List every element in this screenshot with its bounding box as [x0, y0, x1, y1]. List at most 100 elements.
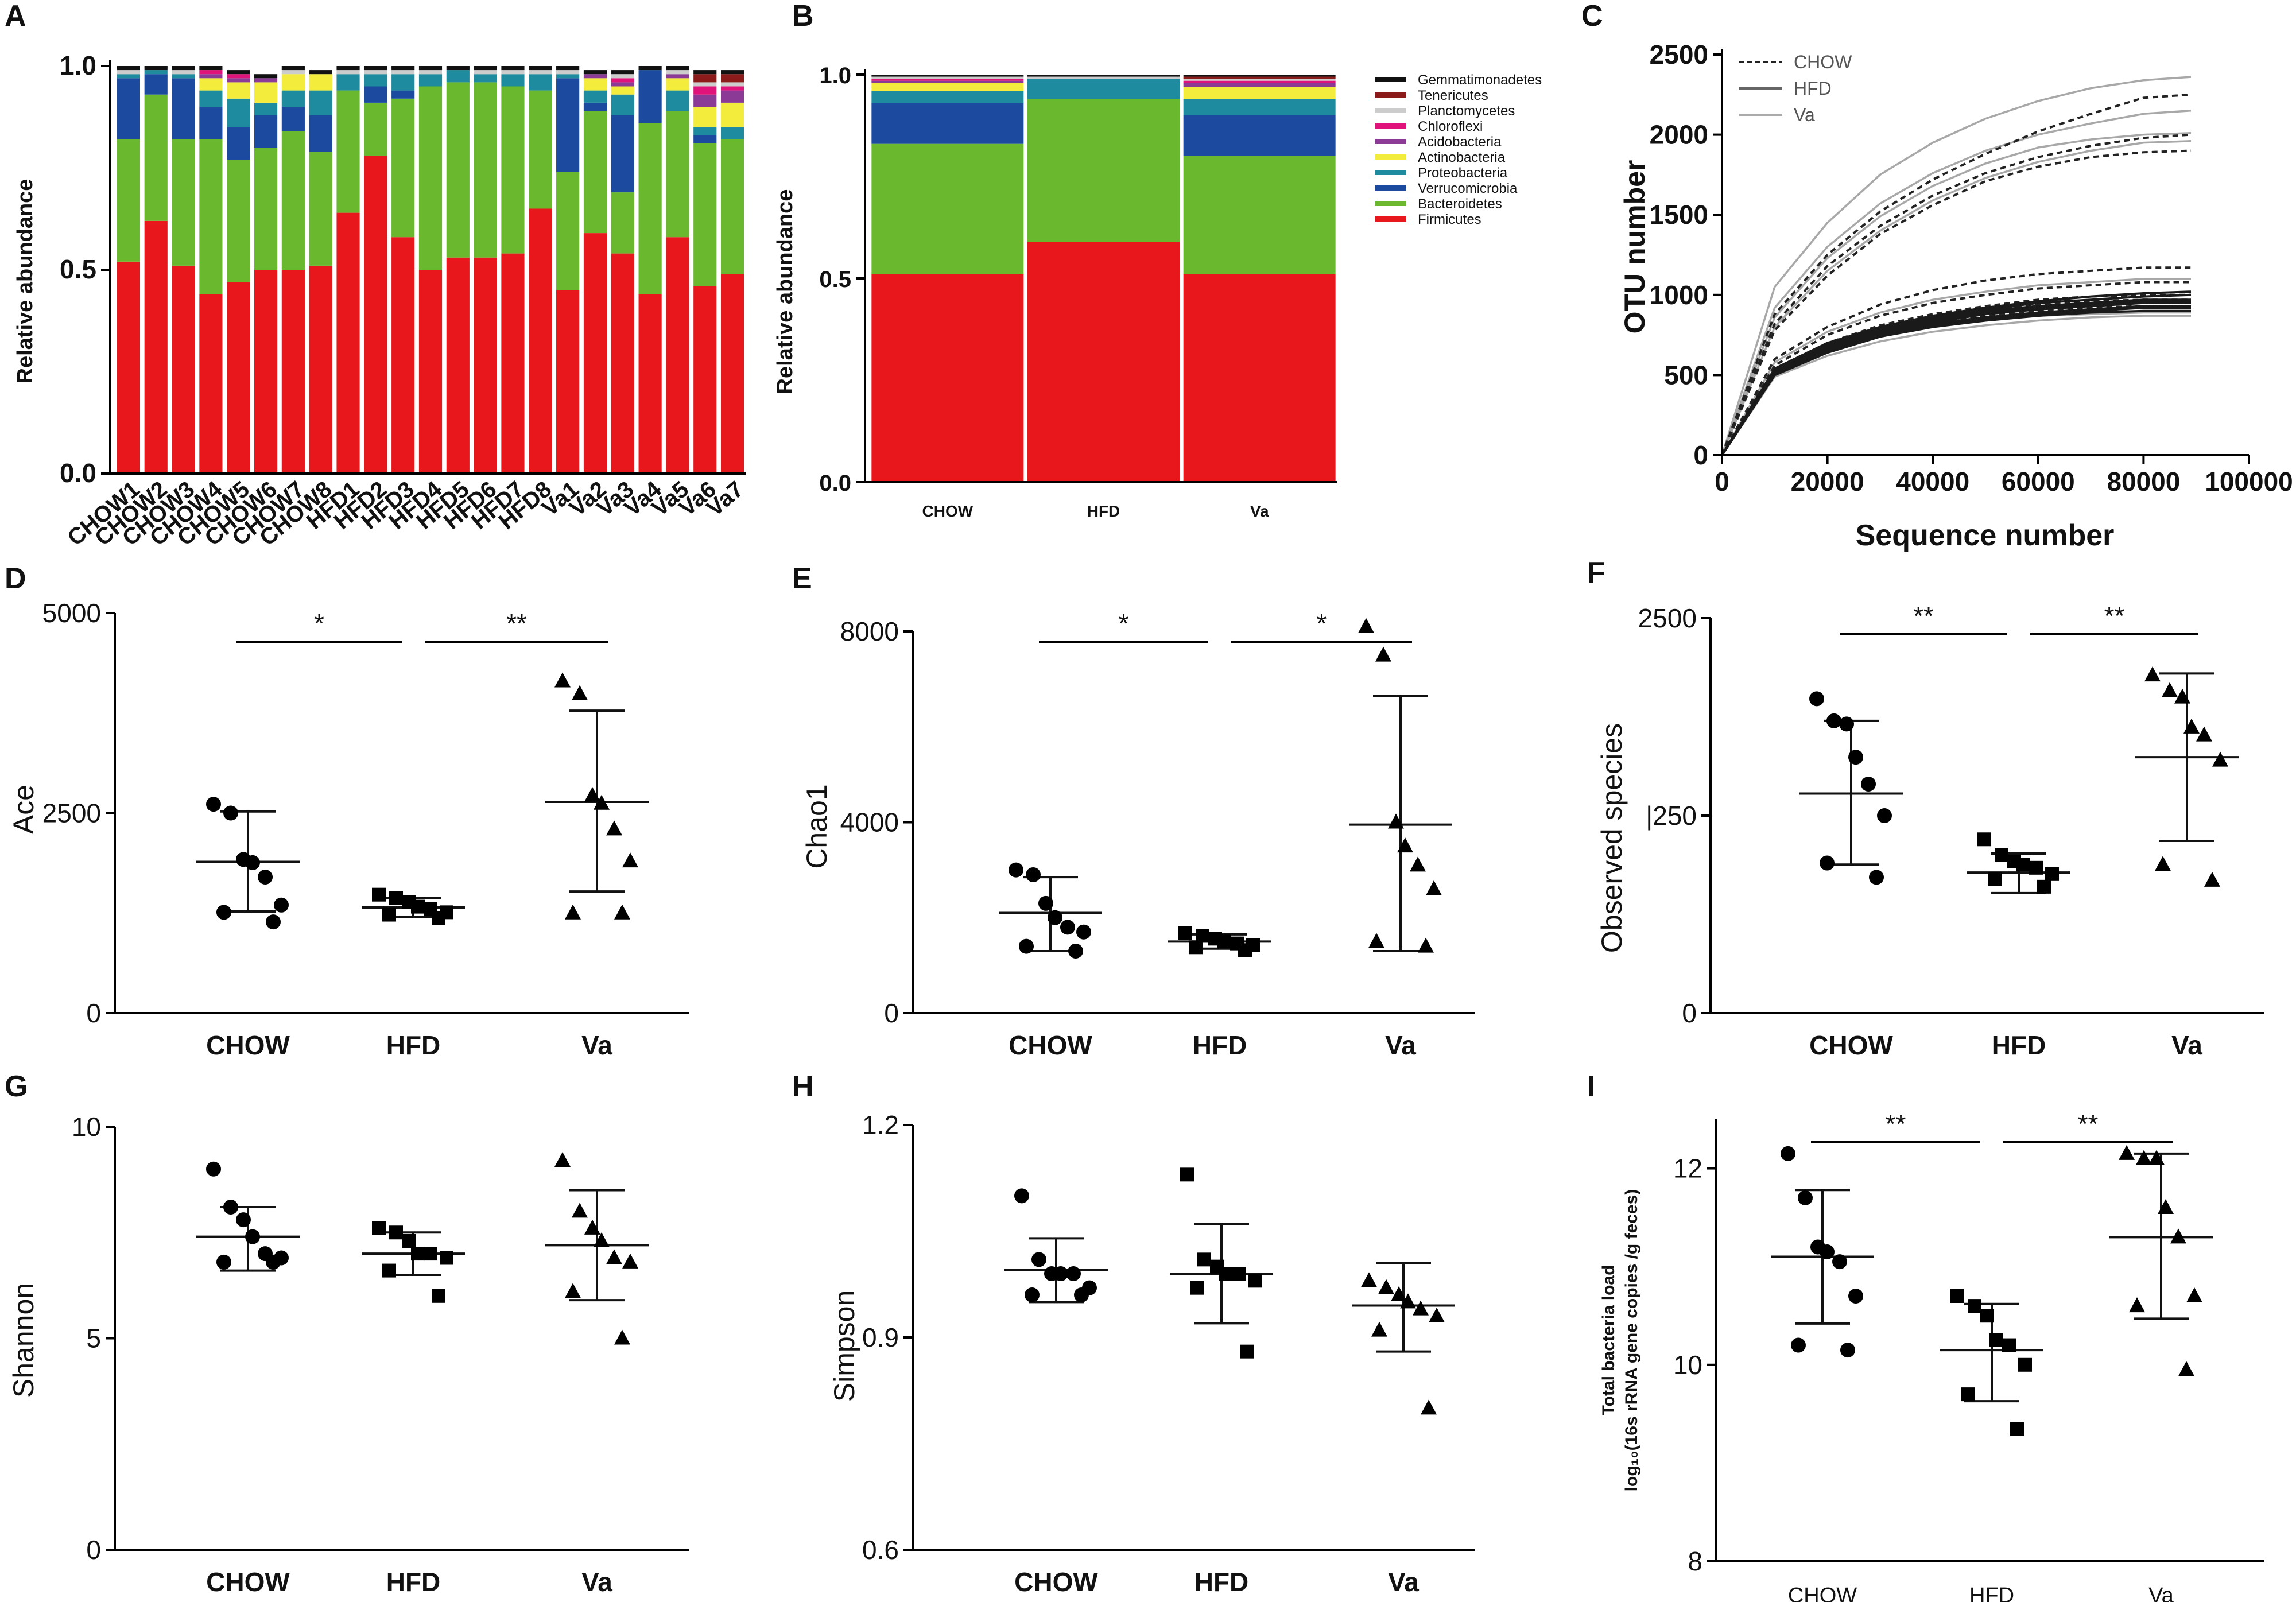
legend-label: HFD	[1794, 78, 1832, 99]
rarefaction-curve-chow	[1721, 281, 2191, 456]
bar-segment-Va4-verrucomicrobia	[638, 70, 662, 123]
legend-label: Gemmatimonadetes	[1418, 72, 1542, 88]
data-point-va	[1426, 880, 1442, 895]
bar-segment-Va3-actinobacteria	[611, 86, 634, 95]
bar-segment-HFD7-proteobacteria	[501, 74, 525, 87]
data-point-chow	[1074, 1287, 1089, 1302]
data-point-chow	[1809, 691, 1824, 707]
bar-segment-CHOW4-chloroflexi	[199, 70, 223, 75]
x-tick-label: HFD	[386, 1030, 441, 1060]
data-point-hfd	[382, 907, 396, 922]
significance-label: *	[1317, 608, 1327, 638]
data-point-chow	[1009, 862, 1023, 878]
bar-segment-Va6-acidobacteria	[693, 94, 717, 107]
bar-segment-HFD2-bacteroidetes	[364, 102, 387, 156]
y-tick-label: 8	[1688, 1546, 1702, 1576]
data-point-chow	[206, 797, 221, 812]
x-tick-label: Va	[1388, 1567, 1419, 1597]
data-point-hfd	[382, 1263, 396, 1278]
panel-label-f: F	[1587, 556, 1605, 589]
bar-segment-CHOW5-verrucomicrobia	[227, 127, 250, 160]
data-point-chow	[206, 1161, 221, 1177]
bar-segment-HFD2-proteobacteria	[364, 74, 387, 87]
legend-label: Va	[1794, 104, 1815, 125]
bar-segment-CHOW7-actinobacteria	[281, 74, 305, 91]
legend-swatch-bacteroidetes	[1375, 201, 1406, 206]
legend-label: Bacteroidetes	[1418, 196, 1502, 212]
bar-segment-CHOW-firmicutes	[871, 274, 1024, 482]
bar-segment-HFD8-firmicutes	[529, 208, 552, 474]
bar-segment-CHOW2-verrucomicrobia	[144, 74, 168, 95]
bar-segment-CHOW2-bacteroidetes	[144, 94, 168, 221]
y-tick-label: 0.9	[862, 1322, 899, 1352]
significance-label: **	[506, 608, 527, 638]
x-tick-label: HFD	[1992, 1030, 2046, 1060]
panel-label-b: B	[792, 0, 814, 33]
data-point-hfd	[1219, 1267, 1233, 1281]
data-point-va	[1375, 646, 1391, 662]
bar-segment-HFD-firmicutes	[1027, 242, 1180, 482]
rarefaction-curve-hfd	[1721, 290, 2192, 456]
bar-segment-CHOW-proteobacteria	[871, 91, 1024, 103]
panel-h-y-axis-label: Simpson	[828, 1290, 860, 1402]
panel-g-y-axis-label: Shannon	[7, 1283, 40, 1398]
x-tick-label: HFD	[386, 1567, 441, 1597]
data-point-chow	[1848, 750, 1863, 765]
data-point-va	[622, 852, 638, 868]
bar-segment-Va-chloroflexi	[1183, 80, 1336, 83]
rarefaction-curve-va	[1721, 132, 2192, 456]
legend-label: Chloroflexi	[1418, 119, 1483, 134]
bar-segment-HFD1-gemmatimonadetes	[336, 66, 360, 71]
bar-segment-Va4-bacteroidetes	[638, 123, 662, 294]
data-point-hfd	[1995, 848, 2008, 862]
bar-segment-CHOW2-gemmatimonadetes	[144, 66, 168, 71]
bar-segment-Va-bacteroidetes	[1183, 156, 1336, 274]
rarefaction-curve-va	[1721, 311, 2191, 456]
bar-segment-Va5-gemmatimonadetes	[666, 66, 689, 71]
bar-segment-HFD7-planctomycetes	[501, 70, 525, 75]
bar-segment-CHOW-bacteroidetes	[871, 143, 1024, 274]
panel-e-y-axis-label: Chao1	[801, 784, 833, 868]
rarefaction-curve-va	[1721, 140, 2192, 456]
bar-segment-Va7-tenericutes	[721, 74, 744, 83]
bar-segment-CHOW5-firmicutes	[227, 282, 250, 474]
x-tick-label: HFD	[1194, 1567, 1249, 1597]
significance-label: *	[314, 608, 324, 638]
bar-segment-Va7-firmicutes	[721, 274, 744, 474]
data-point-hfd	[424, 1247, 437, 1261]
y-tick-label: 5000	[42, 598, 101, 628]
bar-segment-CHOW2-proteobacteria	[144, 70, 168, 75]
bar-segment-HFD1-firmicutes	[336, 212, 360, 474]
data-point-va	[1361, 1272, 1377, 1287]
rarefaction-curve-va	[1721, 278, 2191, 456]
bar-segment-CHOW4-proteobacteria	[199, 90, 223, 107]
bar-segment-HFD6-bacteroidetes	[474, 82, 497, 258]
y-tick-label: 10	[72, 1112, 101, 1142]
legend-label: Firmicutes	[1418, 212, 1481, 227]
x-tick-label: Va	[2171, 1030, 2202, 1060]
bar-segment-CHOW7-planctomycetes	[281, 70, 305, 75]
bar-segment-Va7-acidobacteria	[721, 90, 744, 103]
y-tick-label: 1500	[1650, 200, 1708, 230]
data-point-va	[1413, 1300, 1429, 1316]
bar-segment-Va5-bacteroidetes	[666, 111, 689, 238]
y-tick-label: |250	[1646, 801, 1697, 831]
data-point-va	[2186, 1287, 2202, 1302]
data-point-hfd	[411, 899, 425, 914]
rarefaction-curve-va	[1721, 76, 2192, 456]
bar-segment-CHOW8-actinobacteria	[309, 74, 332, 91]
bar-segment-CHOW6-firmicutes	[254, 270, 278, 474]
x-tick-label: 60000	[2002, 467, 2075, 496]
data-point-va	[2162, 682, 2178, 697]
bar-segment-Va6-tenericutes	[693, 74, 717, 83]
bar-segment-CHOW3-gemmatimonadetes	[172, 66, 195, 71]
y-tick-label: 1.0	[60, 51, 96, 80]
data-point-chow	[245, 855, 260, 870]
data-point-chow	[223, 1200, 238, 1215]
bar-segment-Va3-bacteroidetes	[611, 192, 634, 254]
data-point-hfd	[1968, 1299, 1981, 1313]
data-point-hfd	[1232, 1267, 1246, 1281]
x-tick-label: CHOW	[206, 1567, 290, 1597]
x-tick-label: 100000	[2205, 467, 2293, 496]
bar-segment-Va6-actinobacteria	[693, 107, 717, 127]
